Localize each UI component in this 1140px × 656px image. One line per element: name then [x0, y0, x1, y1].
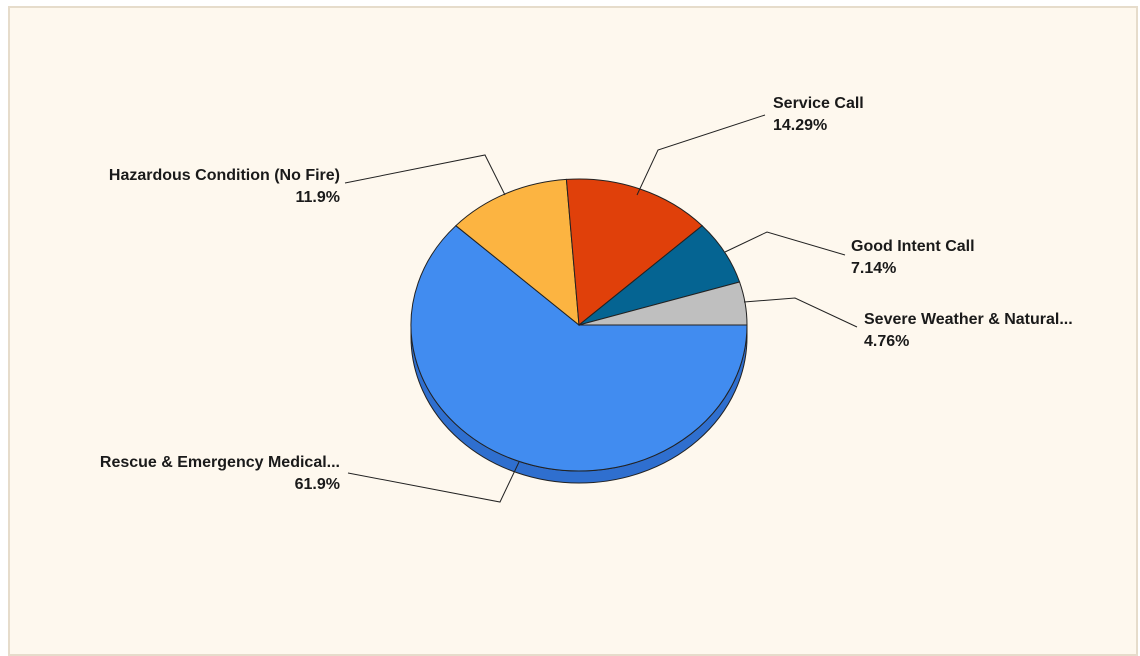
- pie-slice-rescue-emergency-medical[interactable]: [410, 225, 748, 472]
- slice-value-rescue-emergency-medical: 61.9%: [295, 476, 340, 493]
- slice-value-service-call: 14.29%: [773, 117, 827, 134]
- leader-line-service-call: [636, 114, 766, 196]
- leader-line-good-intent-call: [724, 231, 846, 256]
- slice-labels: Rescue & Emergency Medical... 61.9% Hazard…: [100, 95, 1073, 493]
- slice-label-hazardous-condition-no-fire: Hazardous Condition (No Fire): [109, 167, 340, 184]
- pie-slice-hazardous-condition-no-fire[interactable]: [455, 178, 580, 327]
- slice-value-good-intent-call: 7.14%: [851, 260, 896, 277]
- leader-lines: [344, 114, 858, 503]
- leader-line-severe-weather-natural: [743, 297, 858, 328]
- pie-slices: [410, 178, 748, 472]
- slice-label-rescue-emergency-medical: Rescue & Emergency Medical...: [100, 454, 340, 471]
- pie-slice-service-call[interactable]: [565, 178, 703, 326]
- slice-value-severe-weather-natural: 4.76%: [864, 333, 909, 350]
- slice-label-good-intent-call: Good Intent Call: [851, 238, 975, 255]
- leader-line-rescue-emergency-medical: [347, 461, 520, 503]
- slice-value-hazardous-condition-no-fire: 11.9%: [296, 189, 340, 206]
- slice-label-service-call: Service Call: [773, 95, 864, 112]
- pie-slice-severe-weather-natural[interactable]: [578, 281, 748, 326]
- leader-line-hazardous-condition-no-fire: [344, 154, 506, 196]
- slice-label-severe-weather-natural: Severe Weather & Natural...: [864, 311, 1073, 328]
